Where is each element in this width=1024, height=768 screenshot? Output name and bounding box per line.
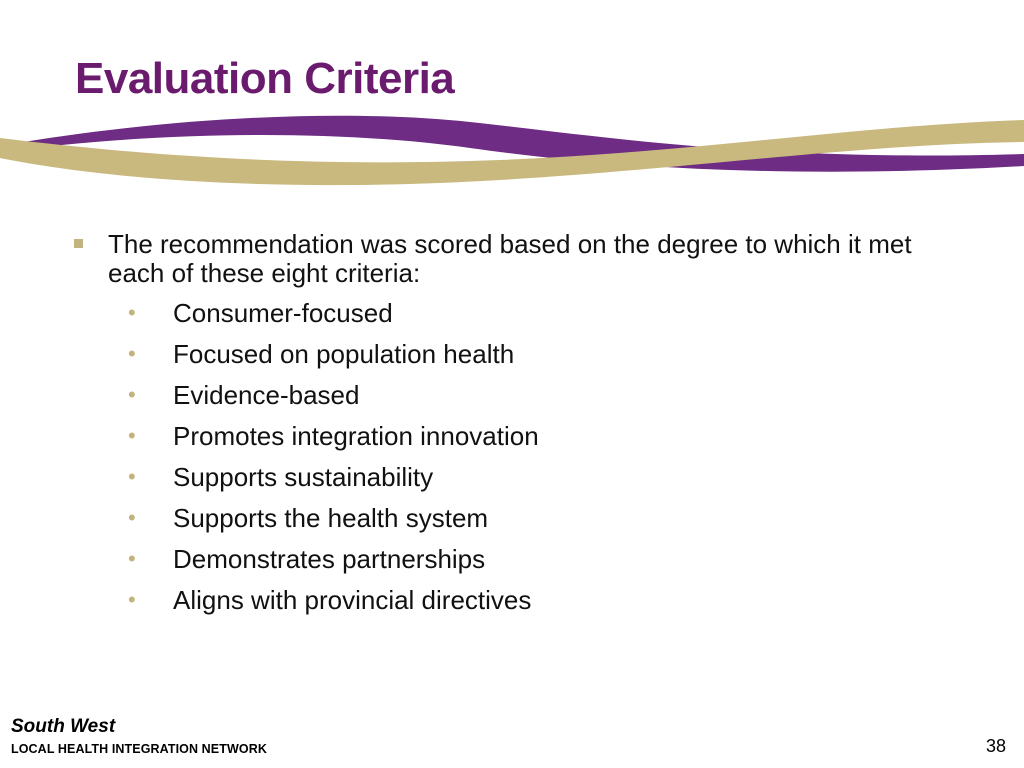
- square-bullet-icon: [74, 239, 83, 248]
- dot-bullet-icon: •: [128, 464, 136, 489]
- dot-bullet-icon: •: [128, 382, 136, 407]
- dot-bullet-icon: •: [128, 423, 136, 448]
- criteria-list: • Consumer-focused • Focused on population…: [72, 298, 952, 626]
- criteria-item: • Aligns with provincial directives: [128, 585, 532, 615]
- dot-bullet-icon: •: [128, 546, 136, 571]
- dot-bullet-icon: •: [128, 587, 136, 612]
- criteria-item: • Promotes integration innovation: [128, 421, 539, 451]
- dot-bullet-icon: •: [128, 505, 136, 530]
- main-bullet-item: The recommendation was scored based on t…: [72, 230, 952, 288]
- criteria-item: • Evidence-based: [128, 380, 360, 410]
- gold-ribbon: [0, 120, 1024, 186]
- page-number: 38: [985, 736, 1006, 756]
- main-bullet-text: The recommendation was scored based on t…: [108, 229, 912, 288]
- dot-bullet-icon: •: [128, 341, 136, 366]
- slide-title: Evaluation Criteria: [75, 54, 455, 103]
- swoosh-ribbon-icon: [0, 115, 1024, 186]
- footer-org-logo: South West LOCAL HEALTH INTEGRATION NETW…: [11, 716, 267, 757]
- criteria-item: • Supports the health system: [128, 503, 489, 533]
- criteria-item: • Focused on population health: [128, 339, 515, 369]
- org-subtitle: LOCAL HEALTH INTEGRATION NETWORK: [11, 742, 267, 756]
- criteria-item: • Demonstrates partnerships: [128, 544, 486, 574]
- criteria-item: • Consumer-focused: [128, 298, 393, 328]
- criteria-item: • Supports sustainability: [128, 462, 434, 492]
- dot-bullet-icon: •: [128, 300, 136, 325]
- slide-content: The recommendation was scored based on t…: [72, 230, 952, 626]
- org-name: South West: [11, 716, 116, 737]
